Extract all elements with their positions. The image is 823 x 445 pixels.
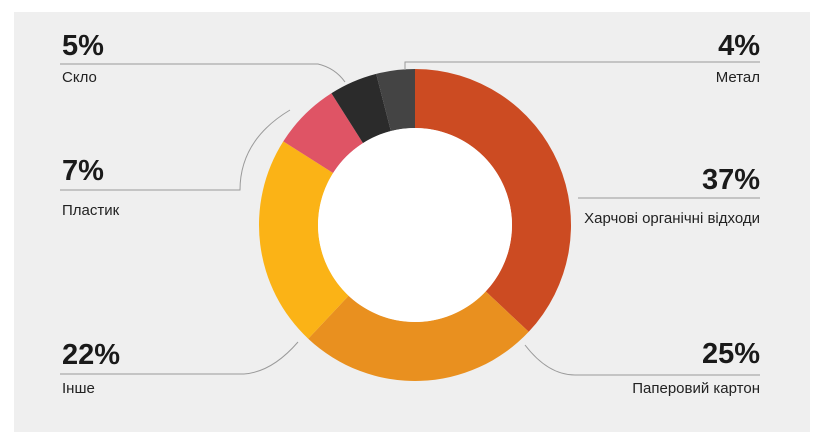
leader-line-other bbox=[60, 341, 299, 375]
leader-line-plastic bbox=[60, 109, 291, 191]
metal-label: Метал bbox=[715, 69, 760, 86]
leader-line-glass bbox=[60, 63, 346, 83]
slice-glass bbox=[331, 73, 391, 144]
leader-line-paper bbox=[524, 344, 760, 376]
donut-hole bbox=[318, 128, 512, 322]
slice-food-organic-waste bbox=[415, 69, 571, 332]
plastic-percent: 7% bbox=[62, 155, 104, 187]
other-percent: 22% bbox=[62, 339, 121, 371]
slice-metal bbox=[376, 69, 415, 132]
food-label: Харчові органічні відходи bbox=[584, 210, 760, 227]
food-percent: 37% bbox=[701, 164, 760, 196]
slice-plastic bbox=[283, 93, 364, 174]
plastic-label: Пластик bbox=[62, 202, 120, 219]
metal-percent: 4% bbox=[718, 30, 760, 62]
slice-paper-cardboard bbox=[308, 291, 529, 381]
paper-label: Паперовий картон bbox=[632, 380, 760, 397]
paper-percent: 25% bbox=[701, 338, 760, 370]
glass-percent: 5% bbox=[62, 30, 104, 62]
leader-lines bbox=[60, 61, 760, 376]
other-label: Інше bbox=[62, 380, 95, 397]
leader-line-metal bbox=[404, 61, 760, 70]
slice-other bbox=[259, 141, 349, 339]
glass-label: Скло bbox=[62, 69, 97, 86]
donut-slices bbox=[259, 69, 571, 381]
